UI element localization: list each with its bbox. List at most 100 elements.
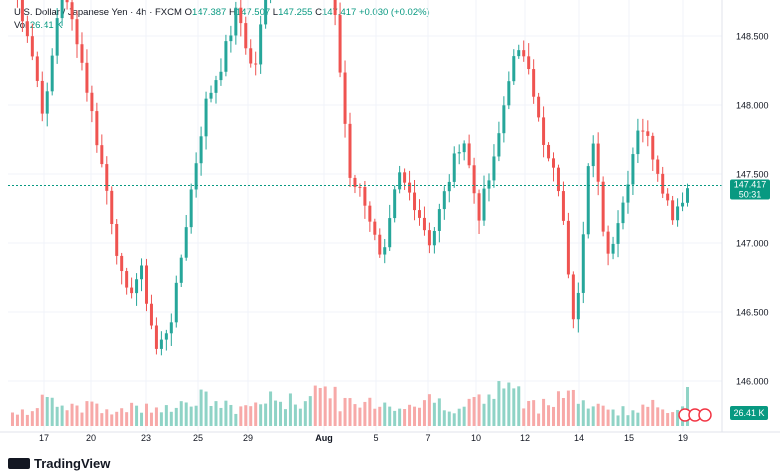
- volume-bar: [636, 412, 640, 426]
- candle-body: [596, 143, 600, 182]
- volume-bar: [661, 409, 665, 426]
- volume-bar: [229, 404, 233, 426]
- volume-bar: [517, 386, 521, 426]
- candle-body: [125, 271, 129, 288]
- candle-body: [601, 181, 605, 232]
- volume-bar: [90, 401, 94, 426]
- volume-bar: [606, 409, 610, 426]
- candle-body: [641, 130, 645, 132]
- volume-bar: [631, 410, 635, 426]
- volume-bar: [552, 406, 556, 426]
- candle-body: [482, 188, 486, 221]
- volume-bar: [135, 405, 139, 426]
- close-value: 147.417: [321, 7, 357, 18]
- time-tick: 10: [471, 433, 481, 443]
- candle-body: [199, 136, 203, 164]
- candle-body: [556, 167, 560, 192]
- price-tick: 147.500: [736, 170, 769, 180]
- candle-body: [348, 123, 352, 178]
- candle-body: [164, 333, 168, 340]
- candle-body: [244, 23, 248, 49]
- volume-bar: [234, 413, 238, 426]
- volume-bar: [413, 406, 417, 426]
- volume-bar: [388, 406, 392, 426]
- tradingview-logo[interactable]: TradingView: [8, 456, 110, 471]
- candle-body: [467, 143, 471, 166]
- time-tick: 15: [624, 433, 634, 443]
- candle-body: [115, 224, 119, 256]
- candle-body: [403, 172, 407, 183]
- volume-bar: [120, 408, 124, 426]
- candle-body: [671, 200, 675, 221]
- candle-body: [20, 0, 24, 22]
- candle-body: [522, 50, 526, 57]
- time-tick: 17: [39, 433, 49, 443]
- candle-body: [542, 117, 546, 145]
- volume-bar: [298, 408, 302, 426]
- volume-bar: [522, 408, 526, 426]
- volume-bar: [60, 405, 64, 426]
- time-tick: 29: [243, 433, 253, 443]
- volume-bar: [194, 405, 198, 426]
- time-tick: 12: [520, 433, 530, 443]
- volume-bar: [393, 410, 397, 426]
- volume-bar: [224, 400, 228, 426]
- candle-body: [507, 81, 511, 106]
- event-icons[interactable]: [678, 408, 712, 422]
- volume-bar: [611, 409, 615, 426]
- candle-body: [447, 181, 451, 192]
- volume-bar: [80, 412, 84, 426]
- candle-body: [30, 36, 34, 57]
- volume-bar: [10, 412, 14, 426]
- volume-bar: [408, 404, 412, 426]
- volume-bar: [140, 412, 144, 426]
- volume-bar: [651, 399, 655, 426]
- volume-bar: [100, 413, 104, 426]
- candle-body: [378, 234, 382, 255]
- volume-bar: [686, 386, 690, 426]
- volume-bar: [204, 391, 208, 426]
- candle-body: [487, 180, 491, 189]
- volume-bar: [581, 400, 585, 426]
- volume-bar: [25, 414, 29, 426]
- volume-bar: [288, 393, 292, 426]
- volume-bar: [214, 401, 218, 426]
- chart-grid: [8, 0, 722, 432]
- change-value: +0.030 (+0.02%): [358, 7, 430, 18]
- brand-label: TradingView: [34, 456, 111, 471]
- candle-body: [383, 247, 387, 255]
- candle-body: [646, 131, 650, 136]
- volume-bar: [65, 410, 69, 426]
- candle-body: [140, 265, 144, 280]
- volume-bar: [154, 407, 158, 426]
- volume-bar: [373, 408, 377, 426]
- candle-body: [209, 92, 213, 99]
- candle-body: [462, 143, 466, 153]
- volume-bar: [507, 382, 511, 426]
- volume-bar: [641, 404, 645, 426]
- candle-body: [229, 35, 233, 42]
- volume-bar: [239, 406, 243, 426]
- time-tick: 14: [574, 433, 584, 443]
- candle-body: [55, 18, 59, 56]
- candle-body: [219, 71, 223, 81]
- volume-bar: [95, 403, 99, 426]
- volume-bar: [561, 397, 565, 426]
- low-label: L: [272, 7, 279, 18]
- candle-body: [254, 63, 258, 65]
- candle-body: [636, 130, 640, 155]
- volume-tag-value: 26.41 K: [733, 408, 764, 418]
- candle-body: [676, 206, 680, 221]
- candle-body: [452, 153, 456, 182]
- volume-bar: [259, 404, 263, 426]
- volume-bar: [244, 405, 248, 426]
- candle-body: [179, 257, 183, 283]
- volume-bar: [323, 386, 327, 426]
- candle-body: [576, 292, 580, 320]
- time-tick: 23: [141, 433, 151, 443]
- volume-bar: [353, 404, 357, 426]
- candle-body: [95, 111, 99, 146]
- candle-body: [532, 69, 536, 97]
- symbol-label[interactable]: U.S. Dollar / Japanese Yen · 4h · FXCM: [14, 7, 182, 18]
